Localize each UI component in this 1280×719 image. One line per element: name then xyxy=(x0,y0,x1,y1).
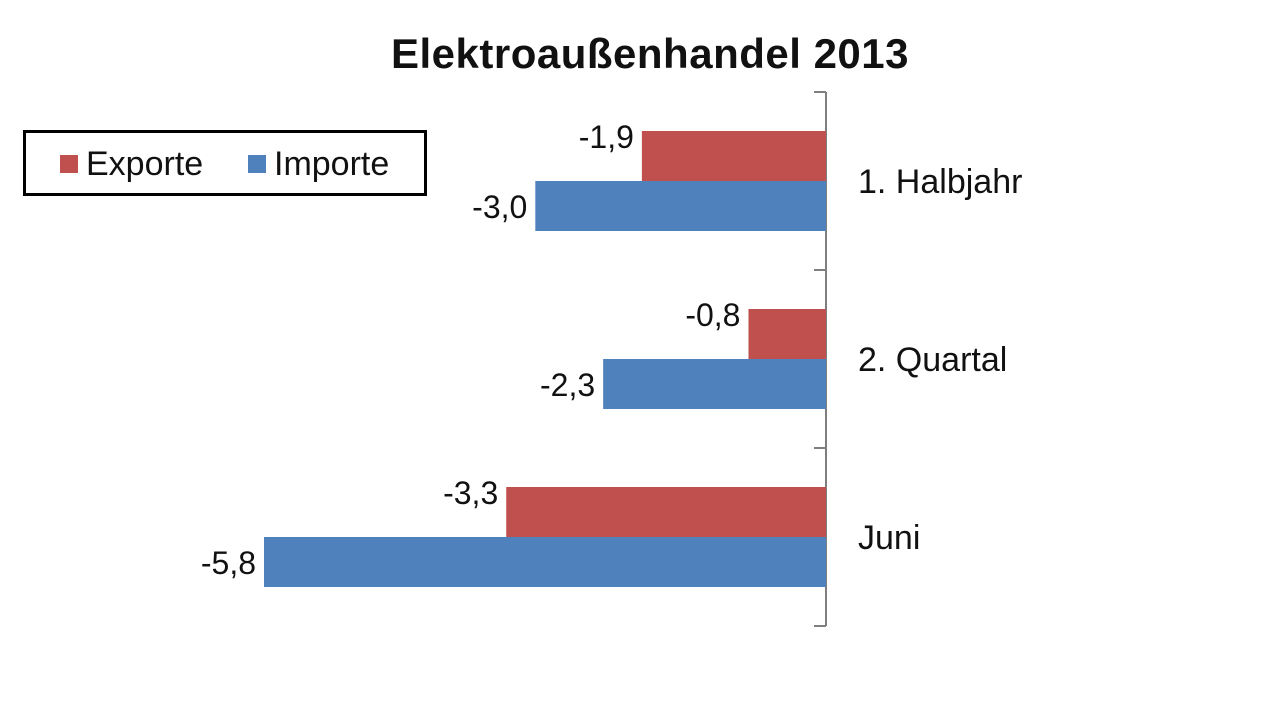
data-label-importe-1: -3,0 xyxy=(472,189,527,225)
legend-label-importe: Importe xyxy=(274,145,390,183)
bar-importe-3 xyxy=(264,537,826,587)
legend-swatch-exporte xyxy=(60,155,78,173)
category-label-1: 1. Halbjahr xyxy=(858,163,1022,201)
bar-importe-1 xyxy=(535,181,826,231)
bar-exporte-2 xyxy=(748,309,826,359)
chart-title: Elektroaußenhandel 2013 xyxy=(390,30,910,77)
bar-exporte-3 xyxy=(506,487,826,537)
legend-label-exporte: Exporte xyxy=(86,145,204,183)
data-label-exporte-1: -1,9 xyxy=(579,119,634,155)
data-label-exporte-3: -3,3 xyxy=(443,475,498,511)
legend-swatch-importe xyxy=(248,155,266,173)
bar-exporte-1 xyxy=(641,131,826,181)
bar-importe-2 xyxy=(603,359,826,409)
legend: Exporte Importe xyxy=(23,130,427,196)
data-label-exporte-2: -0,8 xyxy=(685,297,740,333)
category-label-3: Juni xyxy=(858,519,920,557)
category-label-2: 2. Quartal xyxy=(858,341,1007,379)
data-label-importe-3: -5,8 xyxy=(201,545,256,581)
data-label-importe-2: -2,3 xyxy=(540,367,595,403)
